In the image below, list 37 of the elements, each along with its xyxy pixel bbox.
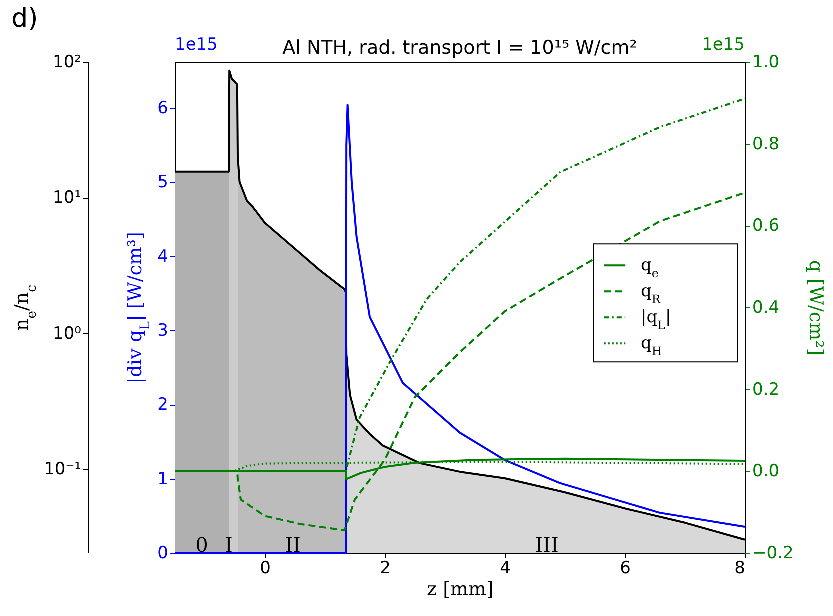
x-tick-label: 4	[500, 558, 511, 578]
y3-axis-title: q [W/cm²]	[804, 260, 827, 356]
legend-label: q$_{H}$	[641, 334, 662, 359]
x-axis-title: z [mm]	[427, 578, 494, 600]
y3-tick-label: 0.2	[752, 380, 780, 400]
annotation: II	[285, 533, 301, 557]
y3-tick-label: −0.2	[752, 544, 794, 564]
y3-tick-label: 1.0	[752, 52, 780, 72]
y-tick-label: 10⁰	[53, 324, 82, 344]
y2-tick-label: 4	[158, 246, 168, 267]
y-tick-label: 10¹	[53, 188, 82, 208]
y3-tick-label: 0.8	[752, 134, 780, 154]
x-tick-label: 8	[734, 558, 746, 578]
y3-tick-label: 0.4	[752, 298, 780, 318]
y2-tick-label: 0	[158, 544, 168, 564]
y2-tick-label: 6	[158, 98, 168, 118]
text: d)	[12, 4, 38, 34]
text: 1e15	[175, 35, 218, 55]
chart-title: Al NTH, rad. transport I = 10¹⁵ W/cm²	[282, 37, 638, 59]
annotation: I	[225, 533, 233, 557]
annotation: 0	[196, 533, 208, 557]
y2-tick-label: 5	[158, 172, 168, 193]
legend-label: |q$_{L}$|	[641, 308, 672, 333]
x-tick-label: 0	[260, 558, 271, 578]
y-tick-label: 10²	[53, 52, 82, 72]
y2-tick-label: 3	[158, 320, 168, 341]
x-tick-label: 2	[380, 558, 391, 578]
y2-tick-label: 1	[158, 469, 168, 490]
y3-tick-label: 0.6	[752, 216, 780, 236]
legend-label: q$_{R}$	[641, 282, 662, 307]
annotation: III	[535, 533, 559, 557]
y-tick-label: 10⁻¹	[44, 459, 82, 480]
x-tick-label: 6	[620, 558, 631, 578]
text: 1e15	[702, 35, 745, 55]
y2-tick-label: 2	[158, 395, 168, 416]
legend-label: q$_{e}$	[641, 256, 659, 281]
y3-tick-label: 0.0	[752, 462, 780, 482]
